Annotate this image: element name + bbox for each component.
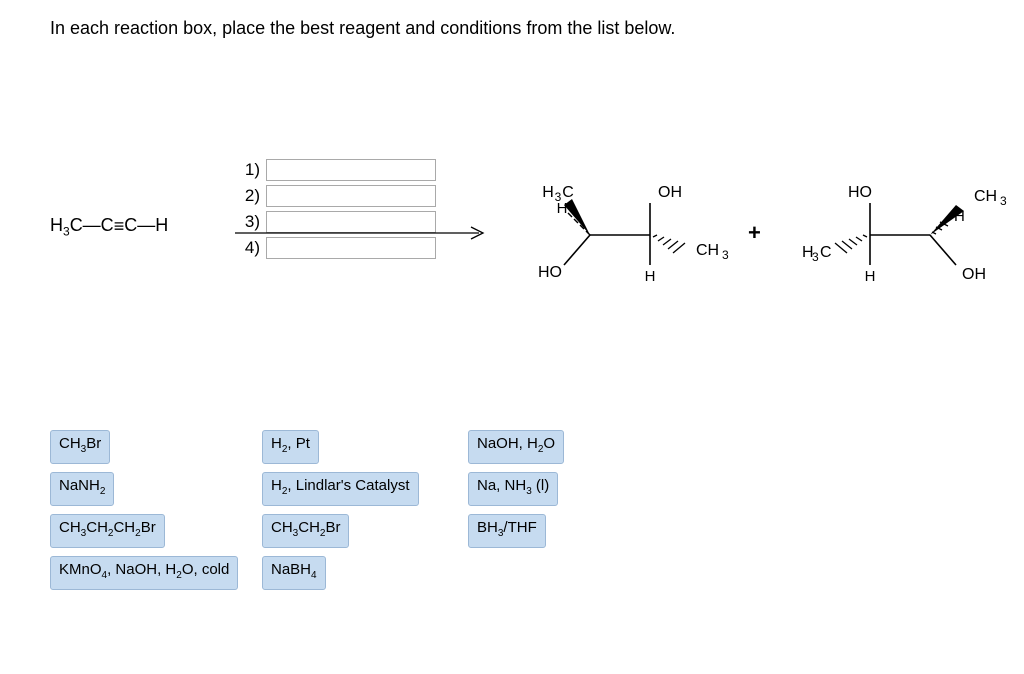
svg-text:OH: OH <box>658 184 682 201</box>
reagent-nanh2[interactable]: NaNH2 <box>50 472 114 506</box>
reagent-ch3br[interactable]: CH3Br <box>50 430 110 464</box>
reagent-ch3ch2ch2br[interactable]: CH3CH2CH2Br <box>50 514 165 548</box>
product-1-structure: H 3 C HO H OH CH 3 <box>510 165 740 310</box>
svg-text:CH: CH <box>696 242 719 259</box>
reagent-h2-lindlar[interactable]: H2, Lindlar's Catalyst <box>262 472 419 506</box>
svg-text:H: H <box>542 184 554 201</box>
reagent-box-4[interactable] <box>266 237 436 259</box>
svg-text:HO: HO <box>538 264 562 281</box>
reagent-kmno4[interactable]: KMnO4, NaOH, H2O, cold <box>50 556 238 590</box>
svg-text:OH: OH <box>962 266 986 283</box>
reagent-bh3-thf[interactable]: BH3/THF <box>468 514 546 548</box>
reactant-structure: H3C—C≡C—H <box>50 215 168 239</box>
step-2-label: 2) <box>240 186 260 206</box>
svg-text:C: C <box>820 244 832 261</box>
reagent-ch3ch2br[interactable]: CH3CH2Br <box>262 514 349 548</box>
step-4-label: 4) <box>240 238 260 258</box>
svg-text:H: H <box>645 268 656 285</box>
svg-text:3: 3 <box>812 250 819 264</box>
svg-text:CH: CH <box>974 188 997 205</box>
reagent-h2-pt[interactable]: H2, Pt <box>262 430 319 464</box>
svg-text:3: 3 <box>1000 194 1007 208</box>
svg-text:H: H <box>865 268 876 285</box>
svg-text:C: C <box>562 184 574 201</box>
reagent-nabh4[interactable]: NaBH4 <box>262 556 326 590</box>
reagent-box-1[interactable] <box>266 159 436 181</box>
svg-text:HO: HO <box>848 184 872 201</box>
question-prompt: In each reaction box, place the best rea… <box>50 18 675 39</box>
reagent-box-2[interactable] <box>266 185 436 207</box>
step-1-label: 1) <box>240 160 260 180</box>
reagent-na-nh3[interactable]: Na, NH3 (l) <box>468 472 558 506</box>
reagent-naoh-h2o[interactable]: NaOH, H2O <box>468 430 564 464</box>
plus-sign: + <box>748 220 761 246</box>
reaction-arrow <box>235 226 485 227</box>
svg-text:H: H <box>557 200 568 217</box>
product-2-structure: HO H 3 C H CH 3 H <box>790 165 1020 310</box>
svg-text:3: 3 <box>722 248 729 262</box>
reagent-list: CH3Br H2, Pt NaOH, H2O NaNH2 H2, Lindlar… <box>50 430 628 592</box>
reagent-steps-container: 1) 2) 3) 4) <box>240 155 490 263</box>
svg-text:H: H <box>954 208 965 225</box>
